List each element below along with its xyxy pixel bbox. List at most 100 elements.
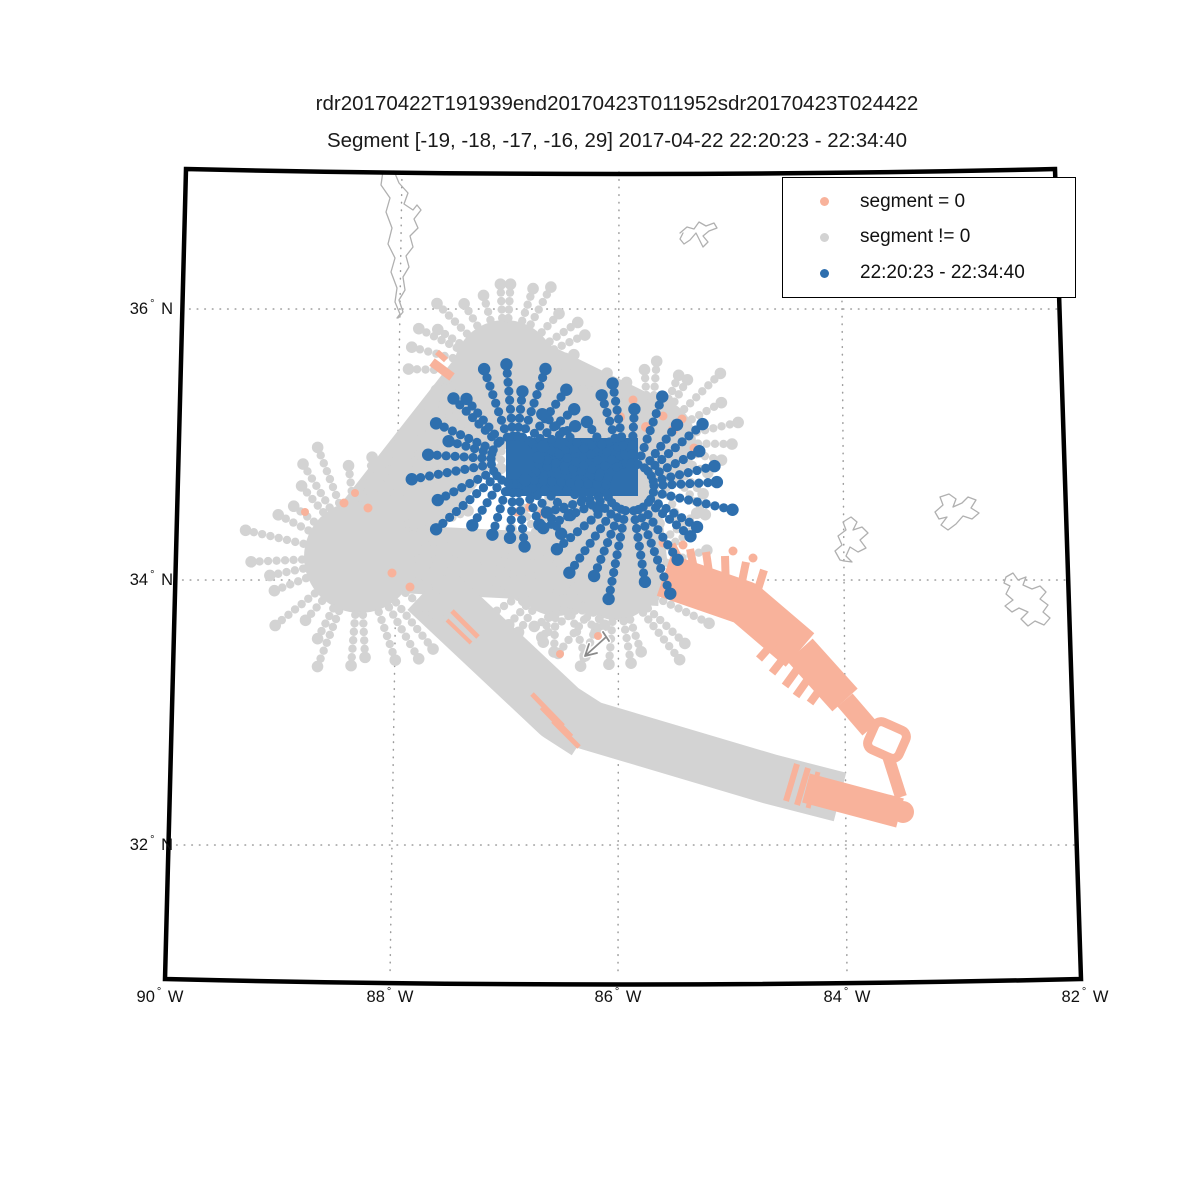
map-frame bbox=[162, 166, 1084, 987]
highlight-scan-starburst-ray-dot bbox=[615, 532, 626, 542]
highlight-scan-starburst-ray-dot bbox=[490, 521, 500, 531]
salmon-track-loop bbox=[863, 717, 911, 763]
salmon-track-segment bbox=[805, 771, 821, 809]
highlight-scan-starburst-ray-dot bbox=[516, 506, 526, 516]
gray-scan-starburst-ray-dot bbox=[536, 553, 545, 563]
highlight-scan-starburst-ray-dot bbox=[599, 399, 609, 409]
gray-scan-starburst-ray-dot bbox=[634, 639, 643, 648]
highlight-scan-starburst-ray-dot bbox=[600, 503, 610, 513]
gray-scan-starburst-ray-dot bbox=[533, 570, 543, 580]
highlight-scan-starburst-ray-dot bbox=[648, 487, 659, 497]
gray-scan-starburst-ray-dot bbox=[608, 617, 617, 627]
highlight-scan-starburst-ray-dot bbox=[478, 415, 488, 425]
gray-scan-starburst-ray-dot bbox=[550, 639, 559, 648]
highlight-scan-starburst-ray-dot bbox=[610, 396, 621, 406]
gray-scan-starburst-ray-dot bbox=[284, 610, 293, 619]
highlight-scan-starburst-ray-end-dot bbox=[532, 451, 545, 464]
highlight-scan-starburst-ray-dot bbox=[529, 398, 539, 408]
gray-scan-starburst-ray-dot bbox=[530, 312, 539, 322]
highlight-scan-starburst-ray-dot bbox=[602, 407, 612, 418]
highlight-scan-starburst-ray-end-dot bbox=[519, 473, 532, 486]
gray-scan-starburst-ray-dot bbox=[543, 321, 552, 331]
gray-scan-starburst-ray-dot bbox=[450, 317, 460, 326]
highlight-scan-starburst-ray-dot bbox=[563, 511, 573, 522]
gray-scan-starburst-ray-dot bbox=[464, 556, 474, 565]
gray-scan-starburst-ray-dot bbox=[273, 569, 283, 578]
gray-scan-starburst-ray-dot bbox=[554, 368, 564, 377]
highlight-scan-starburst-ray-dot bbox=[656, 563, 666, 573]
highlight-scan-starburst-ray-dot bbox=[607, 576, 617, 586]
gray-scan-starburst-ray-dot bbox=[685, 399, 695, 408]
highlight-scan-starburst-ray-end-dot bbox=[518, 540, 531, 553]
gray-scan-starburst-ray-dot bbox=[392, 487, 402, 496]
gray-scan-starburst-ray-dot bbox=[620, 625, 630, 634]
highlight-scan-starburst-ray-dot bbox=[558, 426, 568, 437]
highlight-scan-starburst-ray-dot bbox=[630, 514, 640, 525]
highlight-scan-starburst-ray-dot bbox=[653, 525, 663, 535]
gray-scan-starburst-ray-dot bbox=[640, 373, 650, 383]
gray-scan-starburst-ray-dot bbox=[379, 481, 388, 491]
gray-scan-starburst-ray-end-dot bbox=[650, 355, 663, 368]
y-tick-label-34N: 34 ° N bbox=[129, 569, 173, 589]
salmon-track-segment bbox=[551, 719, 581, 749]
highlight-scan-starburst-ray-dot bbox=[515, 404, 526, 414]
plot-title: rdr20170422T191939end20170423T011952sdr2… bbox=[315, 92, 919, 115]
highlight-scan-starburst-ray-dot bbox=[657, 489, 667, 499]
gray-scan-starburst-ray-dot bbox=[310, 589, 320, 598]
highlight-scan-starburst-ray-dot bbox=[609, 387, 619, 397]
gray-scan-starburst-ray-dot bbox=[316, 654, 325, 663]
highlight-scan-starburst-ray-end-dot bbox=[606, 377, 619, 390]
gray-scan-starburst-ray-dot bbox=[413, 554, 423, 563]
highlight-scan-starburst-ray-dot bbox=[525, 494, 535, 504]
gray-scan-starburst-ray-dot bbox=[681, 607, 691, 617]
gray-scan-starburst-ray-dot bbox=[385, 639, 394, 649]
gray-scan-starburst-ray-dot bbox=[289, 518, 298, 527]
gray-scan-starburst-ray-dot bbox=[649, 609, 659, 619]
gray-scan-starburst-ray-dot bbox=[689, 611, 698, 621]
gray-scan-starburst-ray-dot bbox=[692, 393, 701, 402]
highlight-scan-starburst-ray-dot bbox=[675, 493, 685, 503]
highlight-scan-starburst-ray-dot bbox=[542, 455, 552, 465]
gray-scan-starburst-ray-dot bbox=[559, 327, 568, 337]
highlight-scan-starburst-ray-dot bbox=[618, 440, 628, 451]
gray-scan-starburst-ray-dot bbox=[249, 528, 259, 537]
highlight-scan-starburst-ray-dot bbox=[629, 413, 639, 423]
gray-scan-starburst-ray-dot bbox=[331, 490, 341, 500]
river-northwest-coastline bbox=[380, 170, 401, 319]
gray-scan-starburst-ray-dot bbox=[564, 611, 573, 621]
gray-scan-starburst-ray-end-dot bbox=[603, 658, 615, 671]
highlight-scan-starburst-ray-dot bbox=[472, 437, 482, 447]
highlight-scan-starburst-ray-dot bbox=[648, 417, 658, 427]
gray-scan-starburst-ray-dot bbox=[497, 305, 506, 314]
gray-scan-starburst-ray-end-dot bbox=[681, 373, 694, 386]
highlight-scan-starburst-ray-dot bbox=[515, 497, 525, 507]
highlight-scan-starburst-ray-dot bbox=[460, 464, 470, 474]
gray-scan-starburst-ray-dot bbox=[257, 529, 267, 539]
gray-scan-starburst-ray-dot bbox=[329, 604, 338, 613]
gray-scan-starburst-ray-dot bbox=[418, 631, 427, 640]
gray-scan-starburst-ray-end-dot bbox=[690, 507, 703, 520]
gray-scan-starburst-ray-end-dot bbox=[413, 410, 426, 423]
highlight-scan-starburst-ray-end-dot bbox=[554, 527, 568, 540]
highlight-scan-starburst-ray-dot bbox=[550, 505, 561, 515]
highlight-scan-starburst-ray-end-dot bbox=[429, 417, 443, 430]
highlight-scan-starburst-ray-dot bbox=[424, 471, 435, 481]
gray-scan-starburst-ray-dot bbox=[560, 586, 570, 595]
highlight-scan-starburst-ray-dot bbox=[485, 381, 495, 391]
highlight-scan-starburst-ray-end-dot bbox=[460, 392, 473, 406]
highlight-scan-starburst-ray-dot bbox=[683, 467, 693, 478]
gray-scan-starburst-ray-end-dot bbox=[412, 322, 425, 335]
highlight-scan-starburst-ray-dot bbox=[507, 422, 517, 432]
highlight-scan-starburst-ray-end-dot bbox=[477, 362, 491, 376]
gray-scan-starburst-ray-dot bbox=[573, 596, 583, 605]
highlight-scan-starburst-ray-dot bbox=[606, 509, 616, 519]
highlight-scan-starburst-ray-dot bbox=[607, 425, 617, 435]
gray-scan-starburst-ray-dot bbox=[578, 384, 587, 394]
gray-scan-starburst-ray-dot bbox=[391, 507, 401, 516]
highlight-scan-starburst-ray-dot bbox=[532, 491, 542, 501]
gray-scan-starburst-ray-dot bbox=[483, 307, 493, 317]
highlight-scan-starburst-ray-dot bbox=[592, 480, 602, 490]
highlight-scan-starburst-ray-dot bbox=[683, 495, 694, 505]
highlight-scan-starburst-ray-dot bbox=[616, 432, 627, 442]
gray-scan-starburst-ray-dot bbox=[348, 636, 358, 645]
